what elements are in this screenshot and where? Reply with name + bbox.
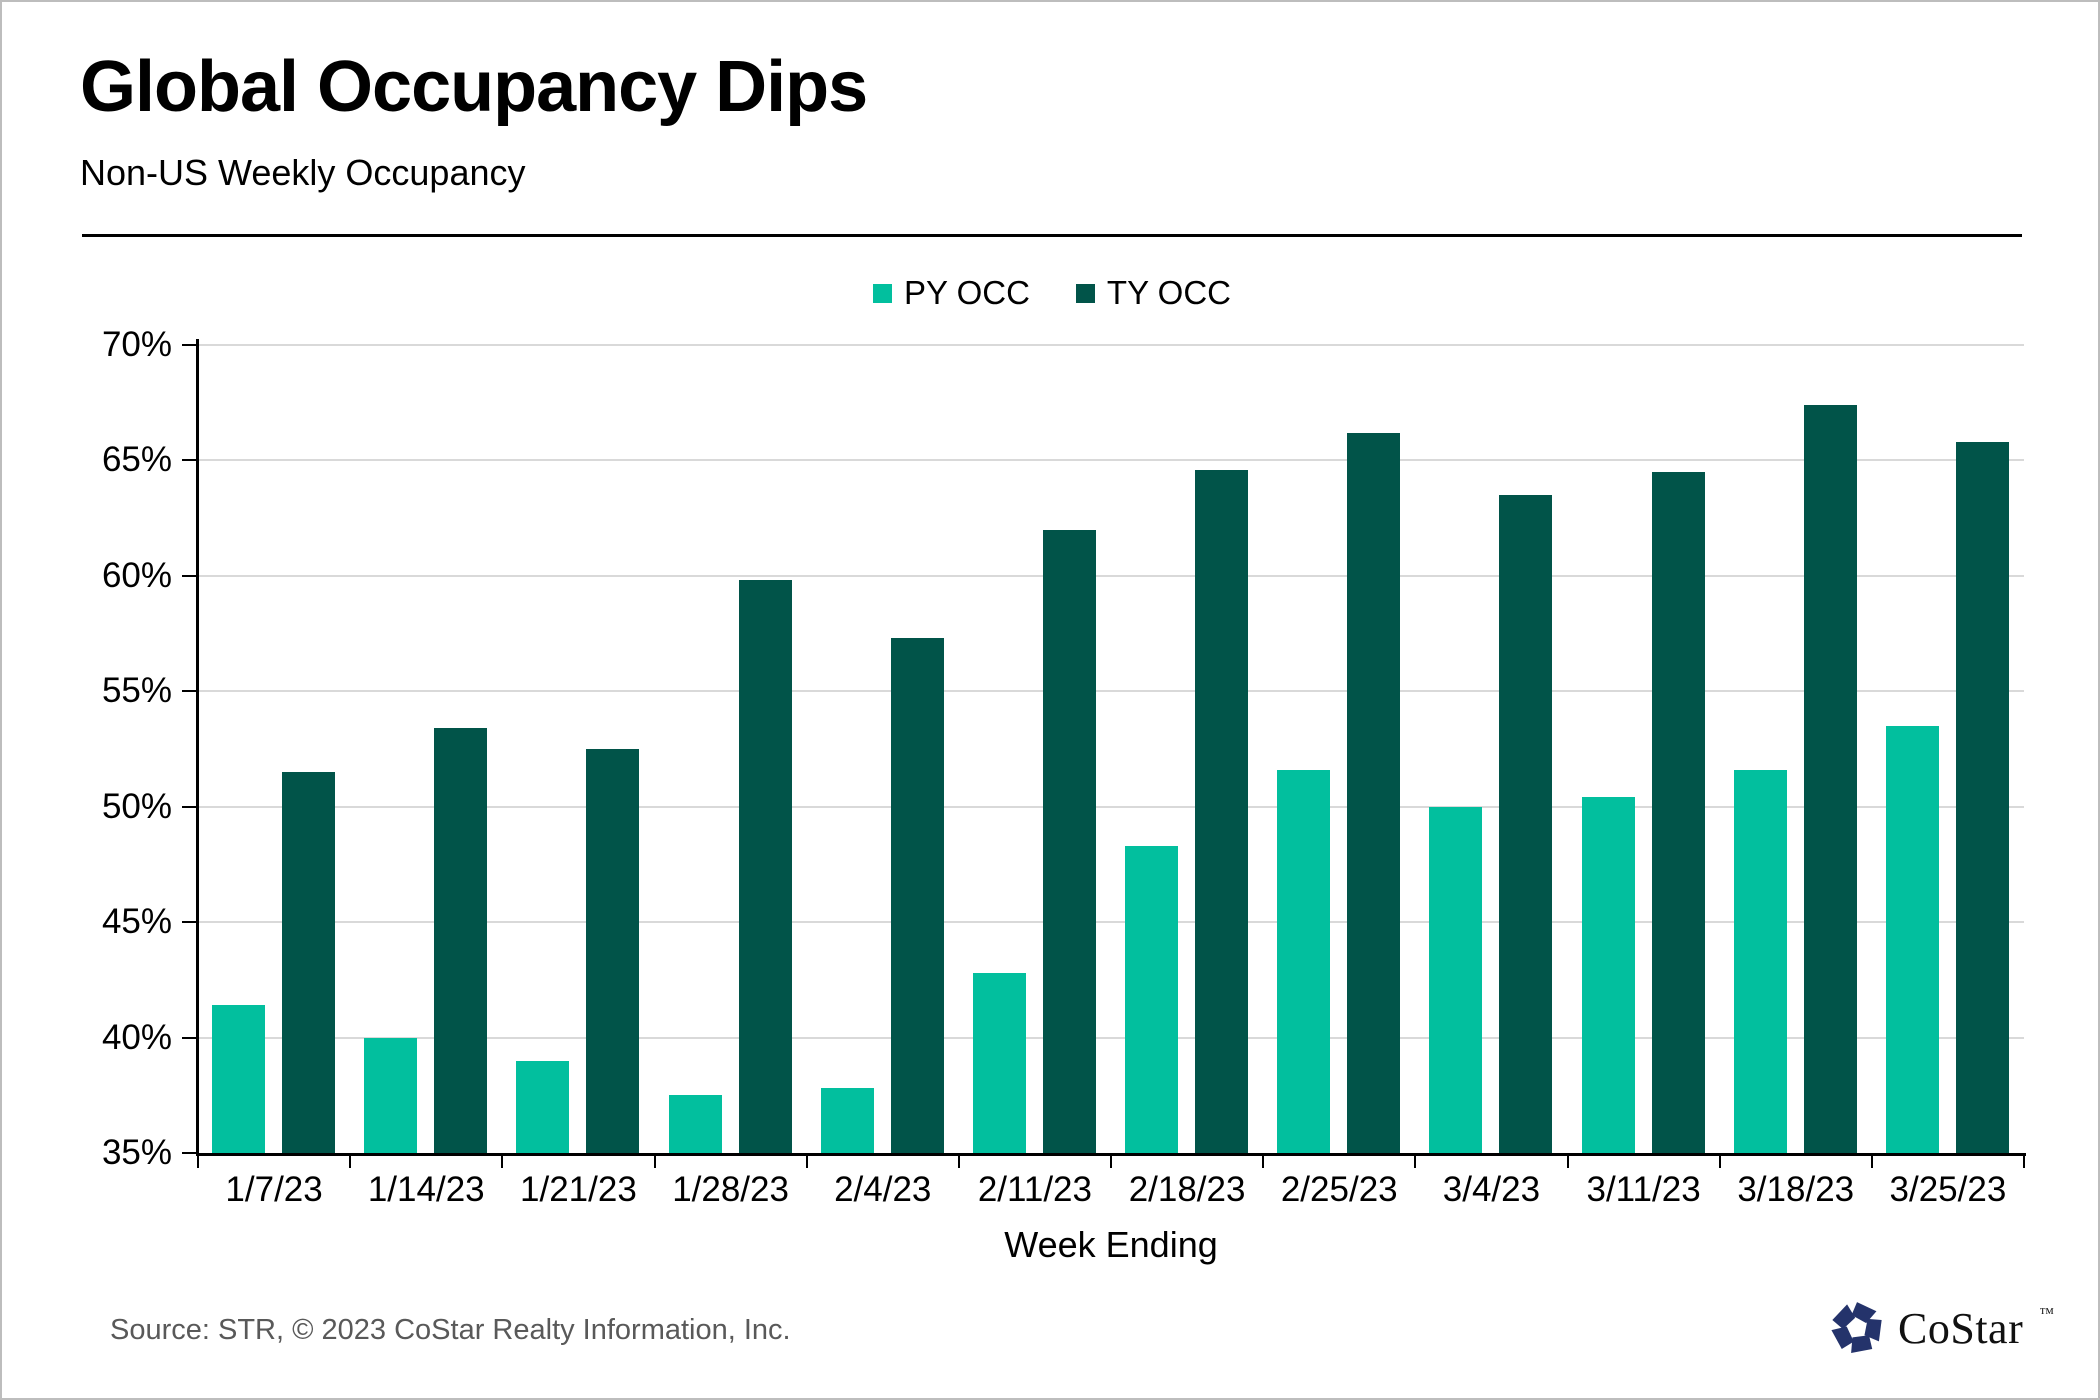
x-tick-label: 1/21/23 <box>520 1170 637 1209</box>
x-tick-label: 2/4/23 <box>834 1170 932 1209</box>
bar-ty <box>1347 432 1401 1153</box>
source-note: Source: STR, © 2023 CoStar Realty Inform… <box>110 1314 791 1346</box>
x-tick-label: 2/18/23 <box>1128 1170 1246 1209</box>
x-tick-label: 2/25/23 <box>1280 1170 1398 1209</box>
x-tick-label: 1/14/23 <box>367 1170 485 1209</box>
bar-py <box>1733 769 1787 1153</box>
x-tick-label: 3/18/23 <box>1737 1170 1855 1209</box>
y-tick-label: 35% <box>101 1133 172 1172</box>
x-tick-mark <box>1110 1153 1112 1168</box>
y-tick-label: 50% <box>101 786 172 826</box>
y-axis-line <box>196 339 199 1156</box>
header-divider <box>82 234 2022 237</box>
gridline <box>198 1036 2024 1039</box>
page-subtitle: Non-US Weekly Occupancy <box>80 152 526 193</box>
bar-ty <box>434 728 488 1153</box>
y-tick-mark <box>182 459 196 462</box>
bar-py <box>212 1005 265 1153</box>
bar-ty <box>1042 529 1096 1153</box>
bar-py <box>1125 845 1178 1153</box>
y-tick-mark <box>182 921 196 924</box>
bar-py <box>516 1060 570 1153</box>
legend-item-py: PY OCC <box>872 274 1030 312</box>
bar-ty <box>282 772 335 1153</box>
x-tick-label: 3/4/23 <box>1442 1170 1541 1209</box>
gridline <box>198 574 2024 577</box>
plot-area <box>182 344 2025 1168</box>
y-tick-label: 40% <box>101 1017 172 1057</box>
costar-logo-icon <box>1831 1302 1882 1353</box>
x-tick-mark <box>2023 1153 2025 1168</box>
y-tick-label: 45% <box>101 902 172 942</box>
x-axis-title: Week Ending <box>1004 1224 1218 1265</box>
x-tick-mark <box>349 1153 352 1168</box>
legend-item-ty: TY OCC <box>1075 274 1231 312</box>
bar-ty <box>738 580 792 1153</box>
x-tick-label: 2/11/23 <box>977 1170 1092 1209</box>
legend: PY OCC TY OCC <box>2 274 2098 312</box>
py-legend-label: PY OCC <box>903 274 1030 311</box>
y-tick-label: 60% <box>101 555 172 595</box>
x-tick-mark <box>1414 1153 1417 1168</box>
y-tick-label: 55% <box>101 671 172 711</box>
bar-py <box>1277 769 1331 1153</box>
x-tick-label: 3/25/23 <box>1889 1170 2007 1209</box>
costar-logo-tm: ™ <box>2039 1305 2054 1322</box>
costar-logo: CoStar ™ <box>1830 1292 2054 1364</box>
x-tick-mark <box>501 1153 504 1168</box>
x-axis-line <box>198 1153 2026 1156</box>
bar-ty <box>1803 405 1857 1153</box>
gridline <box>198 344 2024 346</box>
gridline <box>198 805 2024 808</box>
y-tick-mark <box>182 805 196 808</box>
bar-py <box>1885 725 1939 1153</box>
bar-py <box>1429 806 1483 1153</box>
x-tick-mark <box>1566 1153 1569 1168</box>
y-tick-mark <box>182 574 196 577</box>
x-tick-label: 1/7/23 <box>225 1170 323 1209</box>
y-tick-mark <box>182 690 196 693</box>
bar-py <box>972 972 1026 1153</box>
ty-legend-swatch <box>1075 283 1095 303</box>
x-tick-mark <box>805 1153 808 1168</box>
y-axis-labels: 35% 40% 45% 50% 55% 60% 65% 70% <box>2 325 172 1172</box>
py-legend-swatch <box>872 283 892 303</box>
y-tick-label: 70% <box>101 325 172 364</box>
bar-ty <box>1195 469 1248 1153</box>
y-tick-mark <box>182 1036 196 1039</box>
y-tick-mark <box>182 344 196 346</box>
bar-py <box>1581 797 1635 1153</box>
gridline <box>198 459 2024 462</box>
y-tick-mark <box>182 1152 196 1154</box>
gridline <box>198 690 2024 693</box>
bar-py <box>364 1037 418 1153</box>
x-tick-mark <box>957 1153 960 1168</box>
ty-legend-label: TY OCC <box>1106 274 1231 311</box>
y-tick-label: 65% <box>101 440 172 480</box>
bar-py <box>668 1095 722 1153</box>
costar-logo-text: CoStar <box>1898 1303 2024 1353</box>
x-tick-label: 3/11/23 <box>1586 1170 1701 1209</box>
x-tick-mark <box>1870 1153 1873 1168</box>
x-tick-mark <box>653 1153 656 1168</box>
bar-ty <box>1499 495 1553 1153</box>
x-tick-mark <box>1718 1153 1721 1168</box>
x-tick-mark <box>197 1153 199 1168</box>
bar-ty <box>1651 471 1705 1153</box>
bar-ty <box>890 638 944 1153</box>
x-axis-labels: 1/7/23 1/14/23 1/21/23 1/28/23 2/4/23 2/11/23… <box>198 1170 2024 1216</box>
bar-py <box>820 1088 874 1153</box>
page-title: Global Occupancy Dips <box>80 47 868 127</box>
x-tick-mark <box>1262 1153 1265 1168</box>
bar-ty <box>586 749 640 1153</box>
bar-ty <box>1955 441 2009 1153</box>
x-tick-label: 1/28/23 <box>672 1170 789 1209</box>
gridline <box>198 921 2024 924</box>
